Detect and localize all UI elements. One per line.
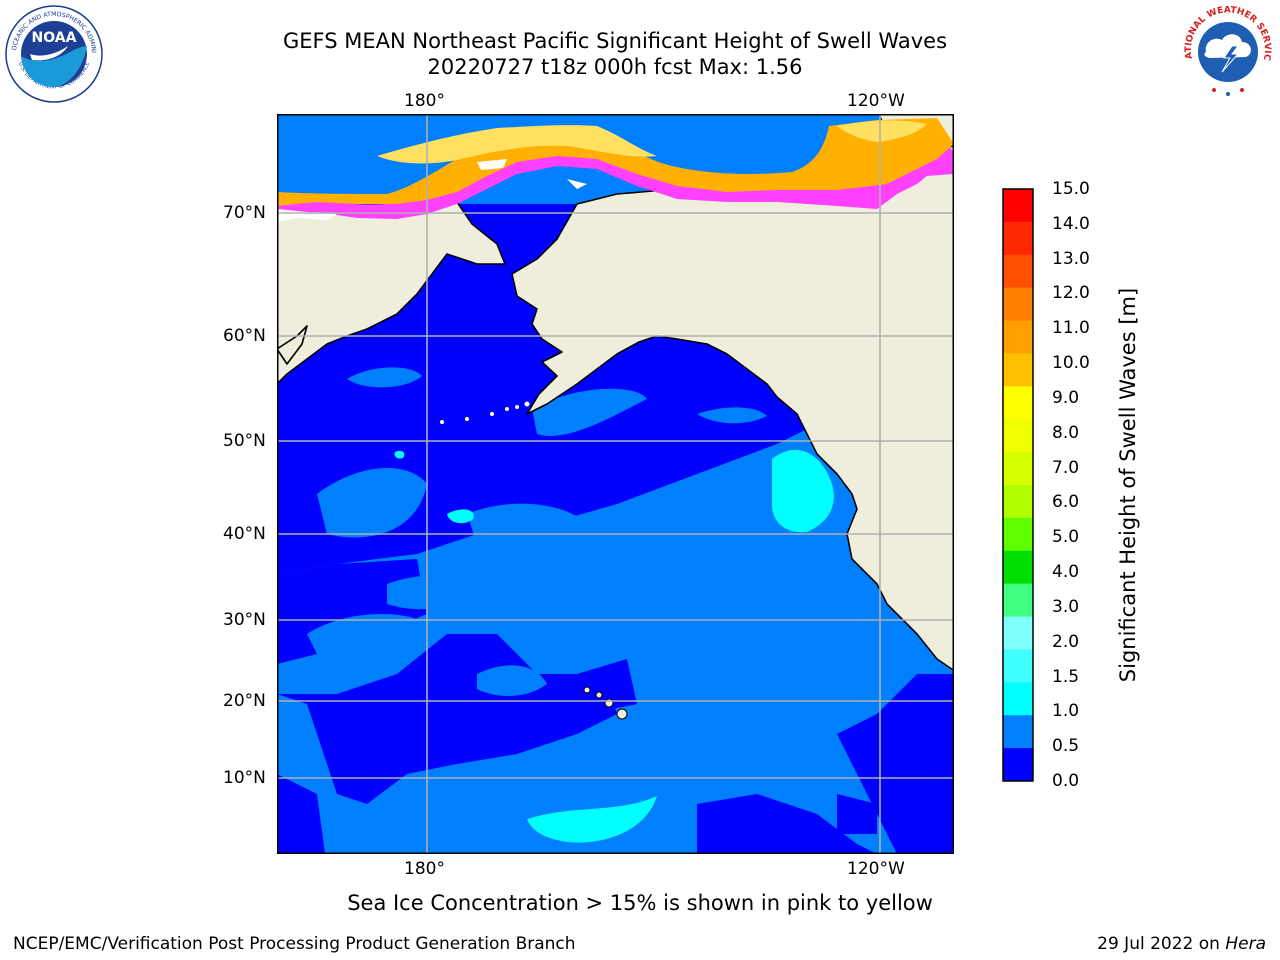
colorbar-segment <box>1003 386 1033 420</box>
lon-label-top-180: 180° <box>404 91 445 111</box>
colorbar-segment <box>1003 616 1033 650</box>
sea-ice-caption: Sea Ice Concentration > 15% is shown in … <box>347 891 933 915</box>
lat-label-20n: 20°N <box>223 691 266 711</box>
colorbar-tick-label: 9.0 <box>1052 387 1080 408</box>
colorbar-segment <box>1003 353 1033 387</box>
colorbar-segment <box>1003 715 1033 749</box>
colorbar-tick-label: 2.0 <box>1052 631 1080 652</box>
colorbar-tick-label: 6.0 <box>1052 492 1080 513</box>
swell-1.0-1.5-regions <box>394 449 834 843</box>
chart-subtitle: 20220727 t18z 000h fcst Max: 1.56 <box>427 55 803 79</box>
colorbar-segment <box>1003 452 1033 486</box>
swell-height-map <box>277 114 954 854</box>
chart-title: GEFS MEAN Northeast Pacific Significant … <box>282 29 948 53</box>
nws-logo: NATIONAL WEATHER SERVICE <box>1178 2 1275 99</box>
colorbar-segment <box>1003 682 1033 716</box>
footer-credit: NCEP/EMC/Verification Post Processing Pr… <box>13 934 576 954</box>
lat-label-50n: 50°N <box>223 431 266 451</box>
colorbar-tick-label: 0.0 <box>1052 771 1080 791</box>
lon-label-bottom-180: 180° <box>404 859 445 879</box>
colorbar-tick-label: 0.5 <box>1052 736 1080 757</box>
colorbar-segment <box>1003 517 1033 552</box>
colorbar-segment <box>1003 287 1033 322</box>
footer-date-text: 29 Jul 2022 on <box>1097 934 1226 954</box>
colorbar-segment <box>1003 748 1033 782</box>
noaa-logo: NATIONAL OCEANIC AND ATMOSPHERIC ADMINIS… <box>4 4 103 103</box>
colorbar-segment <box>1003 419 1033 453</box>
lat-label-10n: 10°N <box>223 768 266 788</box>
colorbar-segment <box>1003 485 1033 519</box>
colorbar-segment <box>1003 320 1033 354</box>
colorbar-tick-label: 14.0 <box>1052 213 1090 234</box>
colorbar <box>1002 188 1034 782</box>
colorbar-tick-label: 12.0 <box>1052 283 1090 304</box>
colorbar-label: Significant Height of Swell Waves [m] <box>1116 287 1140 683</box>
colorbar-tick-label: 7.0 <box>1052 457 1080 478</box>
swell-0.5-1.0-patches <box>307 367 767 696</box>
lat-label-30n: 30°N <box>223 610 266 630</box>
colorbar-tick-label: 8.0 <box>1052 422 1080 443</box>
aleutian-islands <box>440 401 530 424</box>
lat-label-40n: 40°N <box>223 524 266 544</box>
graticule <box>277 114 954 854</box>
colorbar-tick-label: 11.0 <box>1052 318 1090 339</box>
colorbar-segment <box>1003 550 1033 585</box>
colorbar-tick-label: 1.5 <box>1052 666 1080 687</box>
colorbar-segment <box>1003 221 1033 256</box>
colorbar-tick-label: 5.0 <box>1052 527 1080 548</box>
colorbar-tick-label: 15.0 <box>1052 179 1090 199</box>
colorbar-tick-label: 1.0 <box>1052 701 1080 722</box>
colorbar-segment <box>1003 649 1033 683</box>
footer-date: 29 Jul 2022 on Hera <box>1097 934 1266 954</box>
colorbar-tick-label: 3.0 <box>1052 596 1080 617</box>
colorbar-segment <box>1003 583 1033 618</box>
colorbar-tick-label: 10.0 <box>1052 353 1090 374</box>
map-frame <box>277 114 954 854</box>
noaa-logo-text: NOAA <box>32 30 77 46</box>
colorbar-segment <box>1003 189 1033 223</box>
colorbar-tick-label: 4.0 <box>1052 562 1080 583</box>
lat-label-70n: 70°N <box>223 203 266 223</box>
colorbar-tick-label: 13.0 <box>1052 248 1090 269</box>
footer-host: Hera <box>1225 934 1266 954</box>
lon-label-bottom-120w: 120°W <box>847 859 905 879</box>
lon-label-top-120w: 120°W <box>847 91 905 111</box>
lat-label-60n: 60°N <box>223 326 266 346</box>
colorbar-segment <box>1003 254 1033 289</box>
